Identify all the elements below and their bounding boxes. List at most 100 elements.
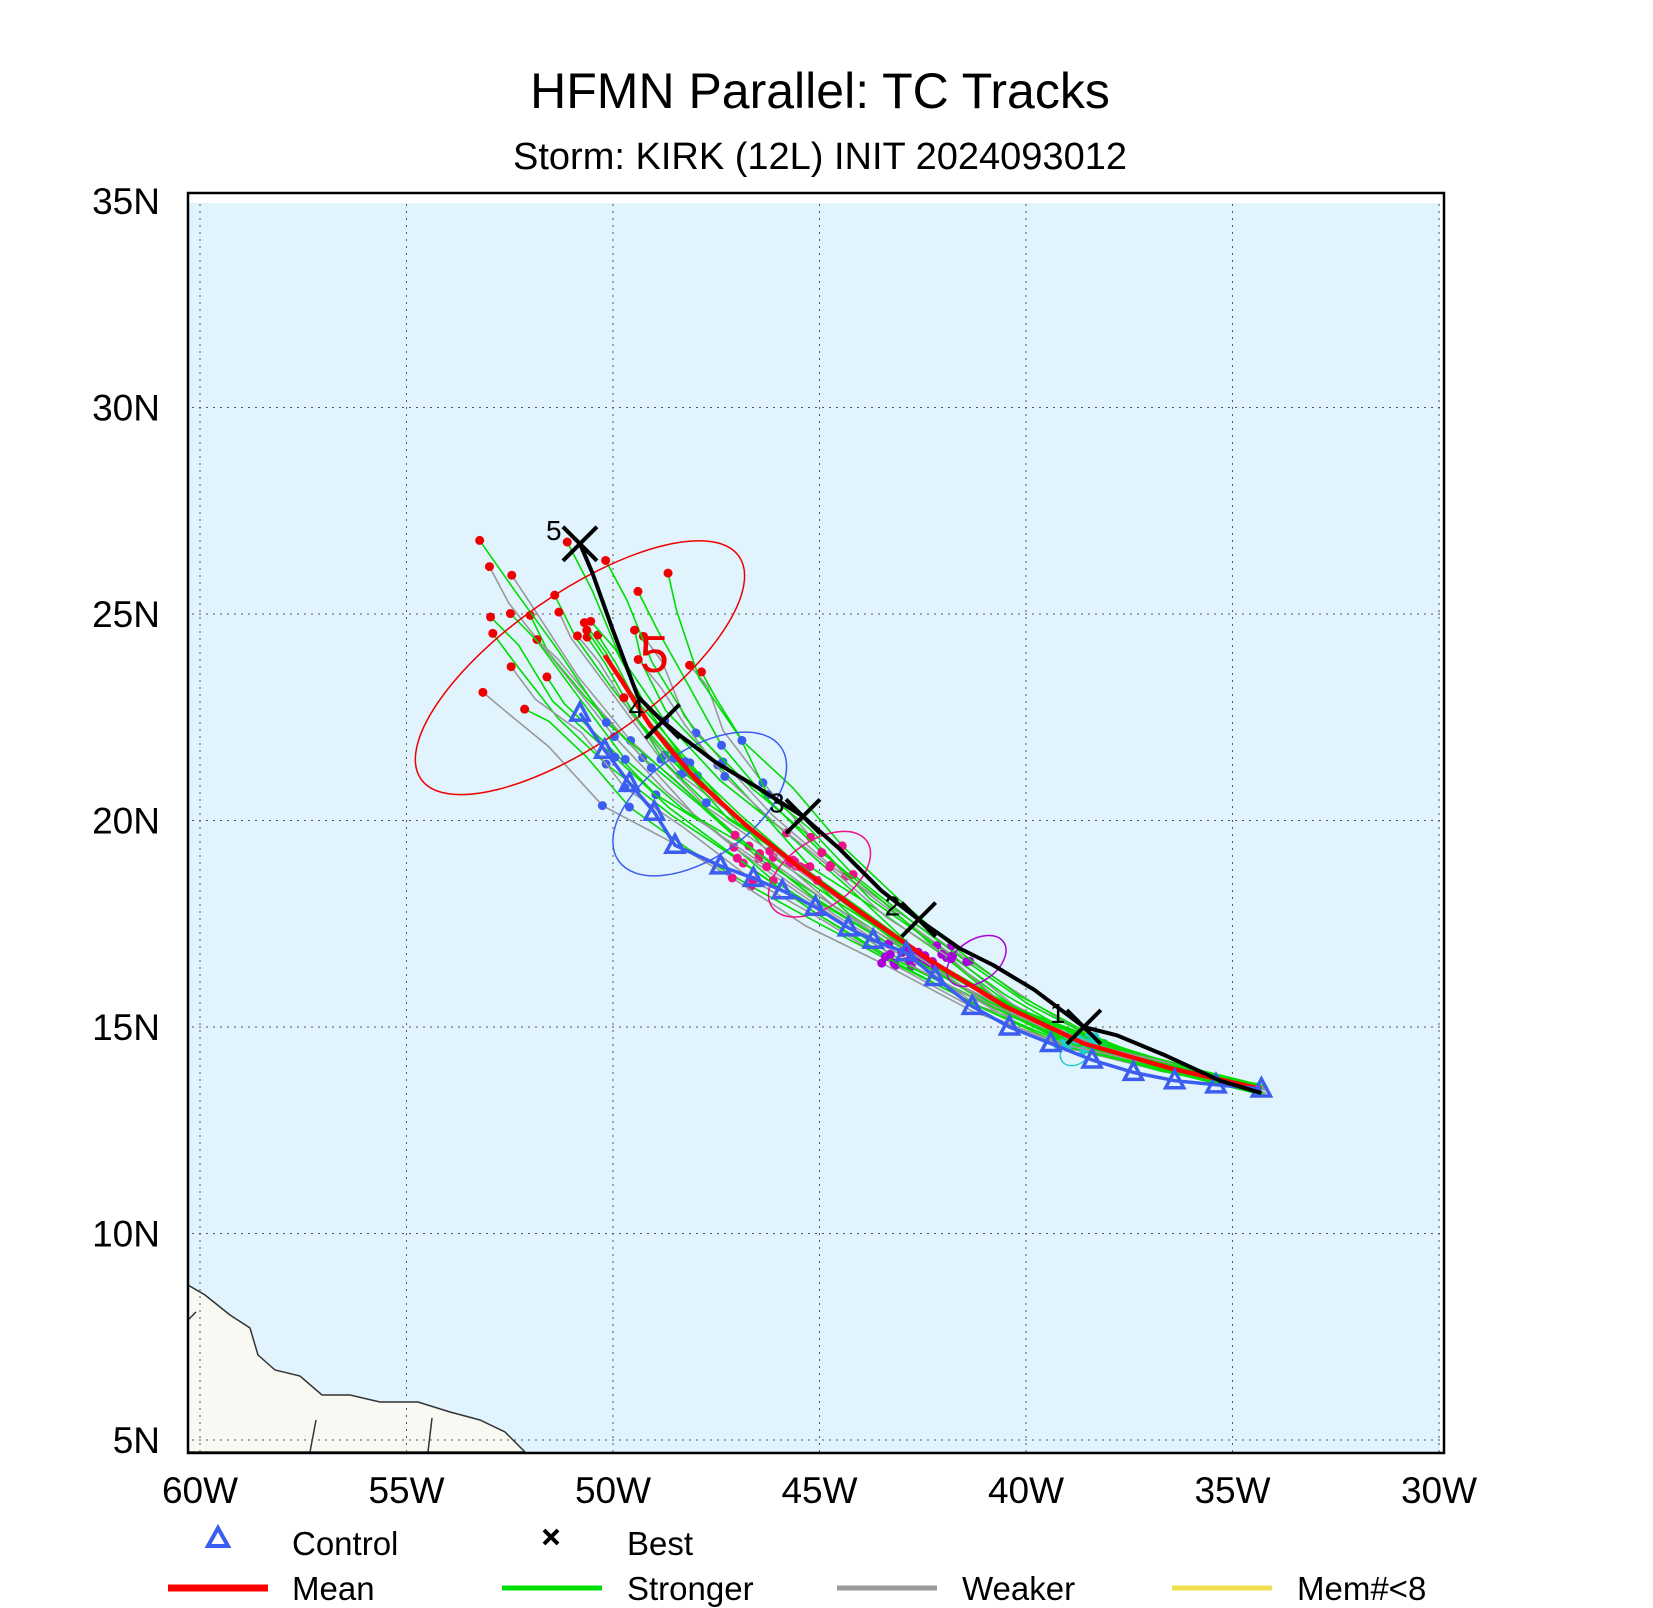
control-triangle-marker <box>861 926 886 950</box>
member-day-dot <box>630 625 640 635</box>
chart-title: HFMN Parallel: TC Tracks <box>530 63 1110 119</box>
x-tick-label: 30W <box>1401 1470 1477 1511</box>
chart-subtitle: Storm: KIRK (12L) INIT 2024093012 <box>513 136 1127 178</box>
member-day-dot <box>717 740 727 750</box>
uncertainty-ellipse <box>767 830 872 918</box>
member-day-dot <box>542 672 552 682</box>
control-triangle-marker <box>1162 1066 1187 1090</box>
best-day-cross <box>1065 1008 1103 1046</box>
member-day-dot <box>817 848 827 858</box>
member-day-dot <box>601 555 611 565</box>
mean-day-label: 5 <box>640 626 669 684</box>
control-triangle-marker <box>617 769 642 793</box>
member-day-dot <box>701 798 711 808</box>
uncertainty-ellipse <box>612 731 788 877</box>
y-tick-label: 25N <box>92 594 160 635</box>
control-triangle-marker <box>663 831 687 855</box>
member-day-dot <box>646 763 656 773</box>
control-triangle-marker <box>960 992 985 1016</box>
member-day-dot <box>475 535 485 545</box>
best-track: 1 2 3 4 5 <box>546 515 1262 1096</box>
uncertainty-ellipse <box>414 540 746 796</box>
member-day-dot <box>506 662 516 672</box>
control-triangle-marker <box>836 914 861 937</box>
member-day-dot <box>486 612 496 622</box>
y-tick-label: 5N <box>113 1420 160 1461</box>
control-triangle-marker <box>568 699 592 722</box>
best-track-line <box>578 543 1262 1096</box>
x-tick-label: 50W <box>575 1470 651 1511</box>
legend-best-cross <box>542 1528 560 1546</box>
control-triangle-marker <box>803 893 828 916</box>
control-triangle-marker <box>741 864 766 888</box>
control-triangle-marker <box>894 938 919 962</box>
gridlines <box>188 203 1440 1452</box>
member-day-dot <box>609 732 619 742</box>
member-day-dot <box>737 735 747 745</box>
legend-label-memlt8: Mem#<8 <box>1297 1570 1427 1607</box>
member-day-dot <box>848 870 858 880</box>
member-day-dot <box>562 537 572 547</box>
member-day-dot <box>484 562 494 572</box>
control-triangle-marker <box>1204 1071 1228 1094</box>
control-triangle-marker <box>923 963 948 987</box>
country-border <box>427 1417 433 1452</box>
x-tick-label: 55W <box>368 1470 444 1511</box>
member-day-dot <box>685 660 695 670</box>
legend-symbols <box>168 1523 1272 1592</box>
control-triangle-marker <box>708 852 733 875</box>
control-triangle-marker <box>642 798 667 821</box>
country-border <box>309 1419 317 1452</box>
country-border <box>188 1311 197 1321</box>
axis-tick-labels: 60W 55W 50W 45W 40W 35W 30W35N30N25N20N15N10N5… <box>92 181 1477 1511</box>
member-day-dot <box>601 717 611 727</box>
uncertainty-ellipse <box>946 934 1007 988</box>
member-day-dot <box>762 862 772 872</box>
control-track-line <box>578 712 1262 1091</box>
member-day-dot <box>505 609 515 619</box>
y-tick-label: 10N <box>92 1214 160 1255</box>
member-day-dot <box>877 958 887 968</box>
legend-control-triangle <box>204 1523 232 1548</box>
control-triangle-marker <box>1038 1029 1063 1053</box>
member-day-dot <box>720 771 730 781</box>
best-day-label: 4 <box>629 692 645 723</box>
y-tick-label: 30N <box>92 388 160 429</box>
control-triangle-marker <box>592 736 617 760</box>
member-day-dot <box>532 635 542 645</box>
member-day-dot <box>620 754 630 764</box>
best-day-label: 5 <box>546 515 562 546</box>
member-day-dot <box>730 830 740 840</box>
best-day-cross <box>644 702 681 740</box>
best-day-label: 3 <box>769 787 785 818</box>
member-day-dot <box>633 654 643 664</box>
y-tick-label: 15N <box>92 1007 160 1048</box>
member-day-dot <box>732 853 742 863</box>
member-day-dot <box>597 801 607 811</box>
best-day-label: 2 <box>885 891 901 922</box>
legend-label-best: Best <box>627 1525 694 1562</box>
member-day-dot <box>478 687 488 697</box>
stronger-member-track <box>700 671 1256 1093</box>
member-day-dot <box>586 616 596 626</box>
best-day-cross <box>784 797 822 835</box>
mean-track-line <box>602 654 1262 1092</box>
legend-label-weaker: Weaker <box>962 1570 1076 1607</box>
best-day-label: 1 <box>1050 998 1066 1029</box>
member-day-dot <box>633 586 643 596</box>
x-tick-label: 60W <box>162 1470 238 1511</box>
member-day-dot <box>696 667 706 677</box>
member-day-dot <box>507 570 517 580</box>
mean-track: 5 <box>602 626 1262 1092</box>
member-day-dot <box>619 693 629 703</box>
x-tick-label: 40W <box>988 1470 1064 1511</box>
member-day-dot <box>805 862 815 872</box>
ensemble-tracks <box>475 535 1268 1096</box>
control-triangle-marker <box>1080 1046 1104 1069</box>
control-triangle-marker <box>770 876 795 900</box>
member-day-dot <box>582 625 592 635</box>
y-tick-label: 35N <box>92 181 160 222</box>
member-day-dot <box>624 802 634 812</box>
member-day-dot <box>554 607 564 617</box>
